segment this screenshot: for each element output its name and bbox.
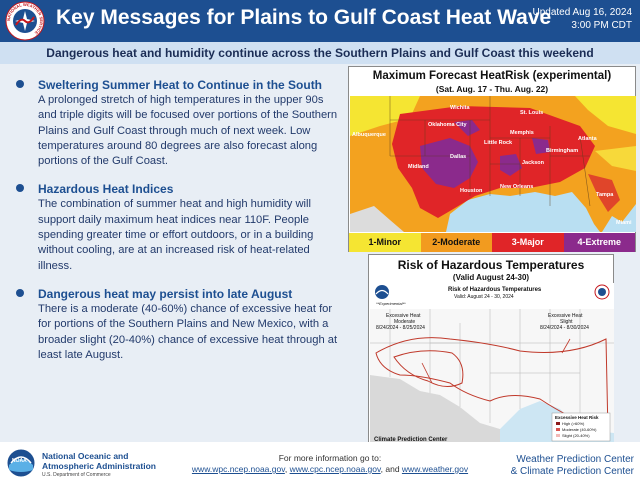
hazard-map: Risk of Hazardous Temperatures Valid: Au… — [370, 283, 614, 455]
city-label: New Orleans — [500, 184, 533, 190]
heatrisk-panel: Maximum Forecast HeatRisk (experimental)… — [348, 66, 636, 252]
city-label: Oklahoma City — [428, 122, 467, 128]
noaa-name: National Oceanic and Atmospheric Adminis… — [42, 451, 156, 471]
heatrisk-title: Maximum Forecast HeatRisk (experimental) — [372, 70, 612, 82]
key-message-heading: Dangerous heat may persist into late Aug… — [38, 286, 293, 301]
hazard-valid: (Valid August 24-30) — [452, 273, 530, 282]
key-message-3: Dangerous heat may persist into late Aug… — [14, 287, 344, 363]
moderate-dates: 8/24/2024 - 8/25/2024 — [376, 325, 425, 331]
key-message-text: A prolonged stretch of high temperatures… — [38, 94, 338, 168]
bullet-dot-icon — [16, 80, 24, 88]
moderate-label: Excessive Heat — [386, 313, 421, 319]
hazard-legend-title: Excessive Heat Risk — [555, 415, 599, 420]
key-message-1: Sweltering Summer Heat to Continue in th… — [14, 78, 344, 169]
weather-gov-link[interactable]: www.weather.gov — [401, 464, 469, 474]
updated-timestamp: Updated Aug 16, 2024 3:00 PM CDT — [532, 6, 632, 32]
city-label: Tampa — [596, 192, 614, 198]
footer: NOAA National Oceanic and Atmospheric Ad… — [0, 442, 640, 483]
key-message-2: Hazardous Heat Indices The combination o… — [14, 182, 344, 273]
header-bar: NATIONAL WEATHER SERVICE Key Messages fo… — [0, 0, 640, 42]
page-title: Key Messages for Plains to Gulf Coast He… — [56, 6, 552, 29]
hazard-inner-title: Risk of Hazardous Temperatures — [448, 287, 542, 293]
city-label: Miami — [616, 220, 632, 226]
noaa-name-line: National Oceanic and — [42, 451, 129, 461]
city-label: Atlanta — [578, 136, 598, 142]
bullet-dot-icon — [16, 184, 24, 193]
heatrisk-dates: (Sat. Aug. 17 - Thu. Aug. 22) — [435, 84, 549, 94]
info-links: For more information go to: www.wpc.ncep… — [180, 453, 480, 475]
noaa-department: U.S. Department of Commerce — [42, 472, 111, 478]
wpc-link[interactable]: www.wpc.ncep.noaa.gov — [191, 464, 285, 474]
link-row: www.wpc.ncep.noaa.gov, www.cpc.ncep.noaa… — [180, 464, 480, 475]
slight-dates: 8/24/2024 - 8/30/2024 — [540, 325, 589, 331]
key-message-text: There is a moderate (40-60%) chance of e… — [38, 302, 338, 361]
wpc-label: Weather Prediction Center — [516, 454, 634, 465]
legend-minor: 1-Minor — [349, 233, 421, 252]
key-message-text: The combination of summer heat and high … — [38, 198, 314, 272]
city-label: Midland — [408, 164, 429, 170]
heatrisk-legend: 1-Minor 2-Moderate 3-Major 4-Extreme — [349, 233, 635, 252]
slight-label: Slight — [560, 319, 573, 325]
experimental-label: **Experimental** — [376, 301, 406, 306]
city-label: Jackson — [522, 160, 545, 166]
cpc-org-label: Climate Prediction Center — [374, 437, 448, 443]
bullet-dot-icon — [16, 288, 24, 297]
city-label: Albuquerque — [352, 132, 386, 138]
info-label: For more information go to: — [278, 453, 382, 463]
heatrisk-map: Wichita St. Louis Albuquerque Oklahoma C… — [350, 96, 636, 232]
link-separator: , and — [380, 464, 402, 474]
noaa-logo-icon: NOAA — [6, 448, 36, 478]
subtitle: Dangerous heat and humidity continue acr… — [46, 46, 594, 60]
cpc-link[interactable]: www.cpc.ncep.noaa.gov — [289, 464, 381, 474]
moderate-label: Moderate — [394, 319, 415, 325]
legend-extreme: 4-Extreme — [563, 233, 635, 252]
hazard-title: Risk of Hazardous Temperatures — [397, 258, 585, 272]
slight-label: Excessive Heat — [548, 313, 583, 319]
updated-date: Updated Aug 16, 2024 — [532, 7, 632, 18]
hazard-legend-item: High (>60%) — [562, 421, 585, 426]
updated-time: 3:00 PM CDT — [571, 20, 632, 31]
subtitle-bar: Dangerous heat and humidity continue acr… — [0, 42, 640, 64]
city-label: Houston — [460, 188, 483, 194]
svg-text:NOAA: NOAA — [12, 458, 27, 464]
city-label: Birmingham — [546, 148, 578, 154]
nws-mini-icon — [594, 284, 610, 300]
city-label: Wichita — [450, 105, 470, 111]
hazard-inner-valid: Valid: August 24 - 30, 2024 — [454, 294, 514, 300]
nws-logo-icon: NATIONAL WEATHER SERVICE — [5, 1, 45, 41]
hazard-panel: Risk of Hazardous Temperatures (Valid Au… — [368, 254, 614, 456]
legend-moderate: 2-Moderate — [420, 233, 492, 252]
city-label: Little Rock — [484, 140, 513, 146]
hazard-legend-item: Slight (20-40%) — [562, 433, 590, 438]
noaa-mini-icon — [375, 285, 389, 299]
key-messages-list: Sweltering Summer Heat to Continue in th… — [14, 78, 344, 376]
cpc-label: & Climate Prediction Center — [510, 466, 634, 477]
city-label: Dallas — [450, 154, 466, 160]
centers-label: Weather Prediction Center & Climate Pred… — [511, 454, 634, 478]
key-message-heading: Hazardous Heat Indices — [38, 182, 174, 197]
link-separator: , — [284, 464, 290, 474]
key-message-heading: Sweltering Summer Heat to Continue in th… — [38, 78, 323, 92]
legend-major: 3-Major — [492, 233, 564, 252]
city-label: Memphis — [510, 130, 534, 136]
hazard-legend-item: Moderate (40-60%) — [562, 427, 597, 432]
noaa-name-line: Atmospheric Administration — [42, 461, 156, 471]
city-label: St. Louis — [520, 110, 543, 116]
